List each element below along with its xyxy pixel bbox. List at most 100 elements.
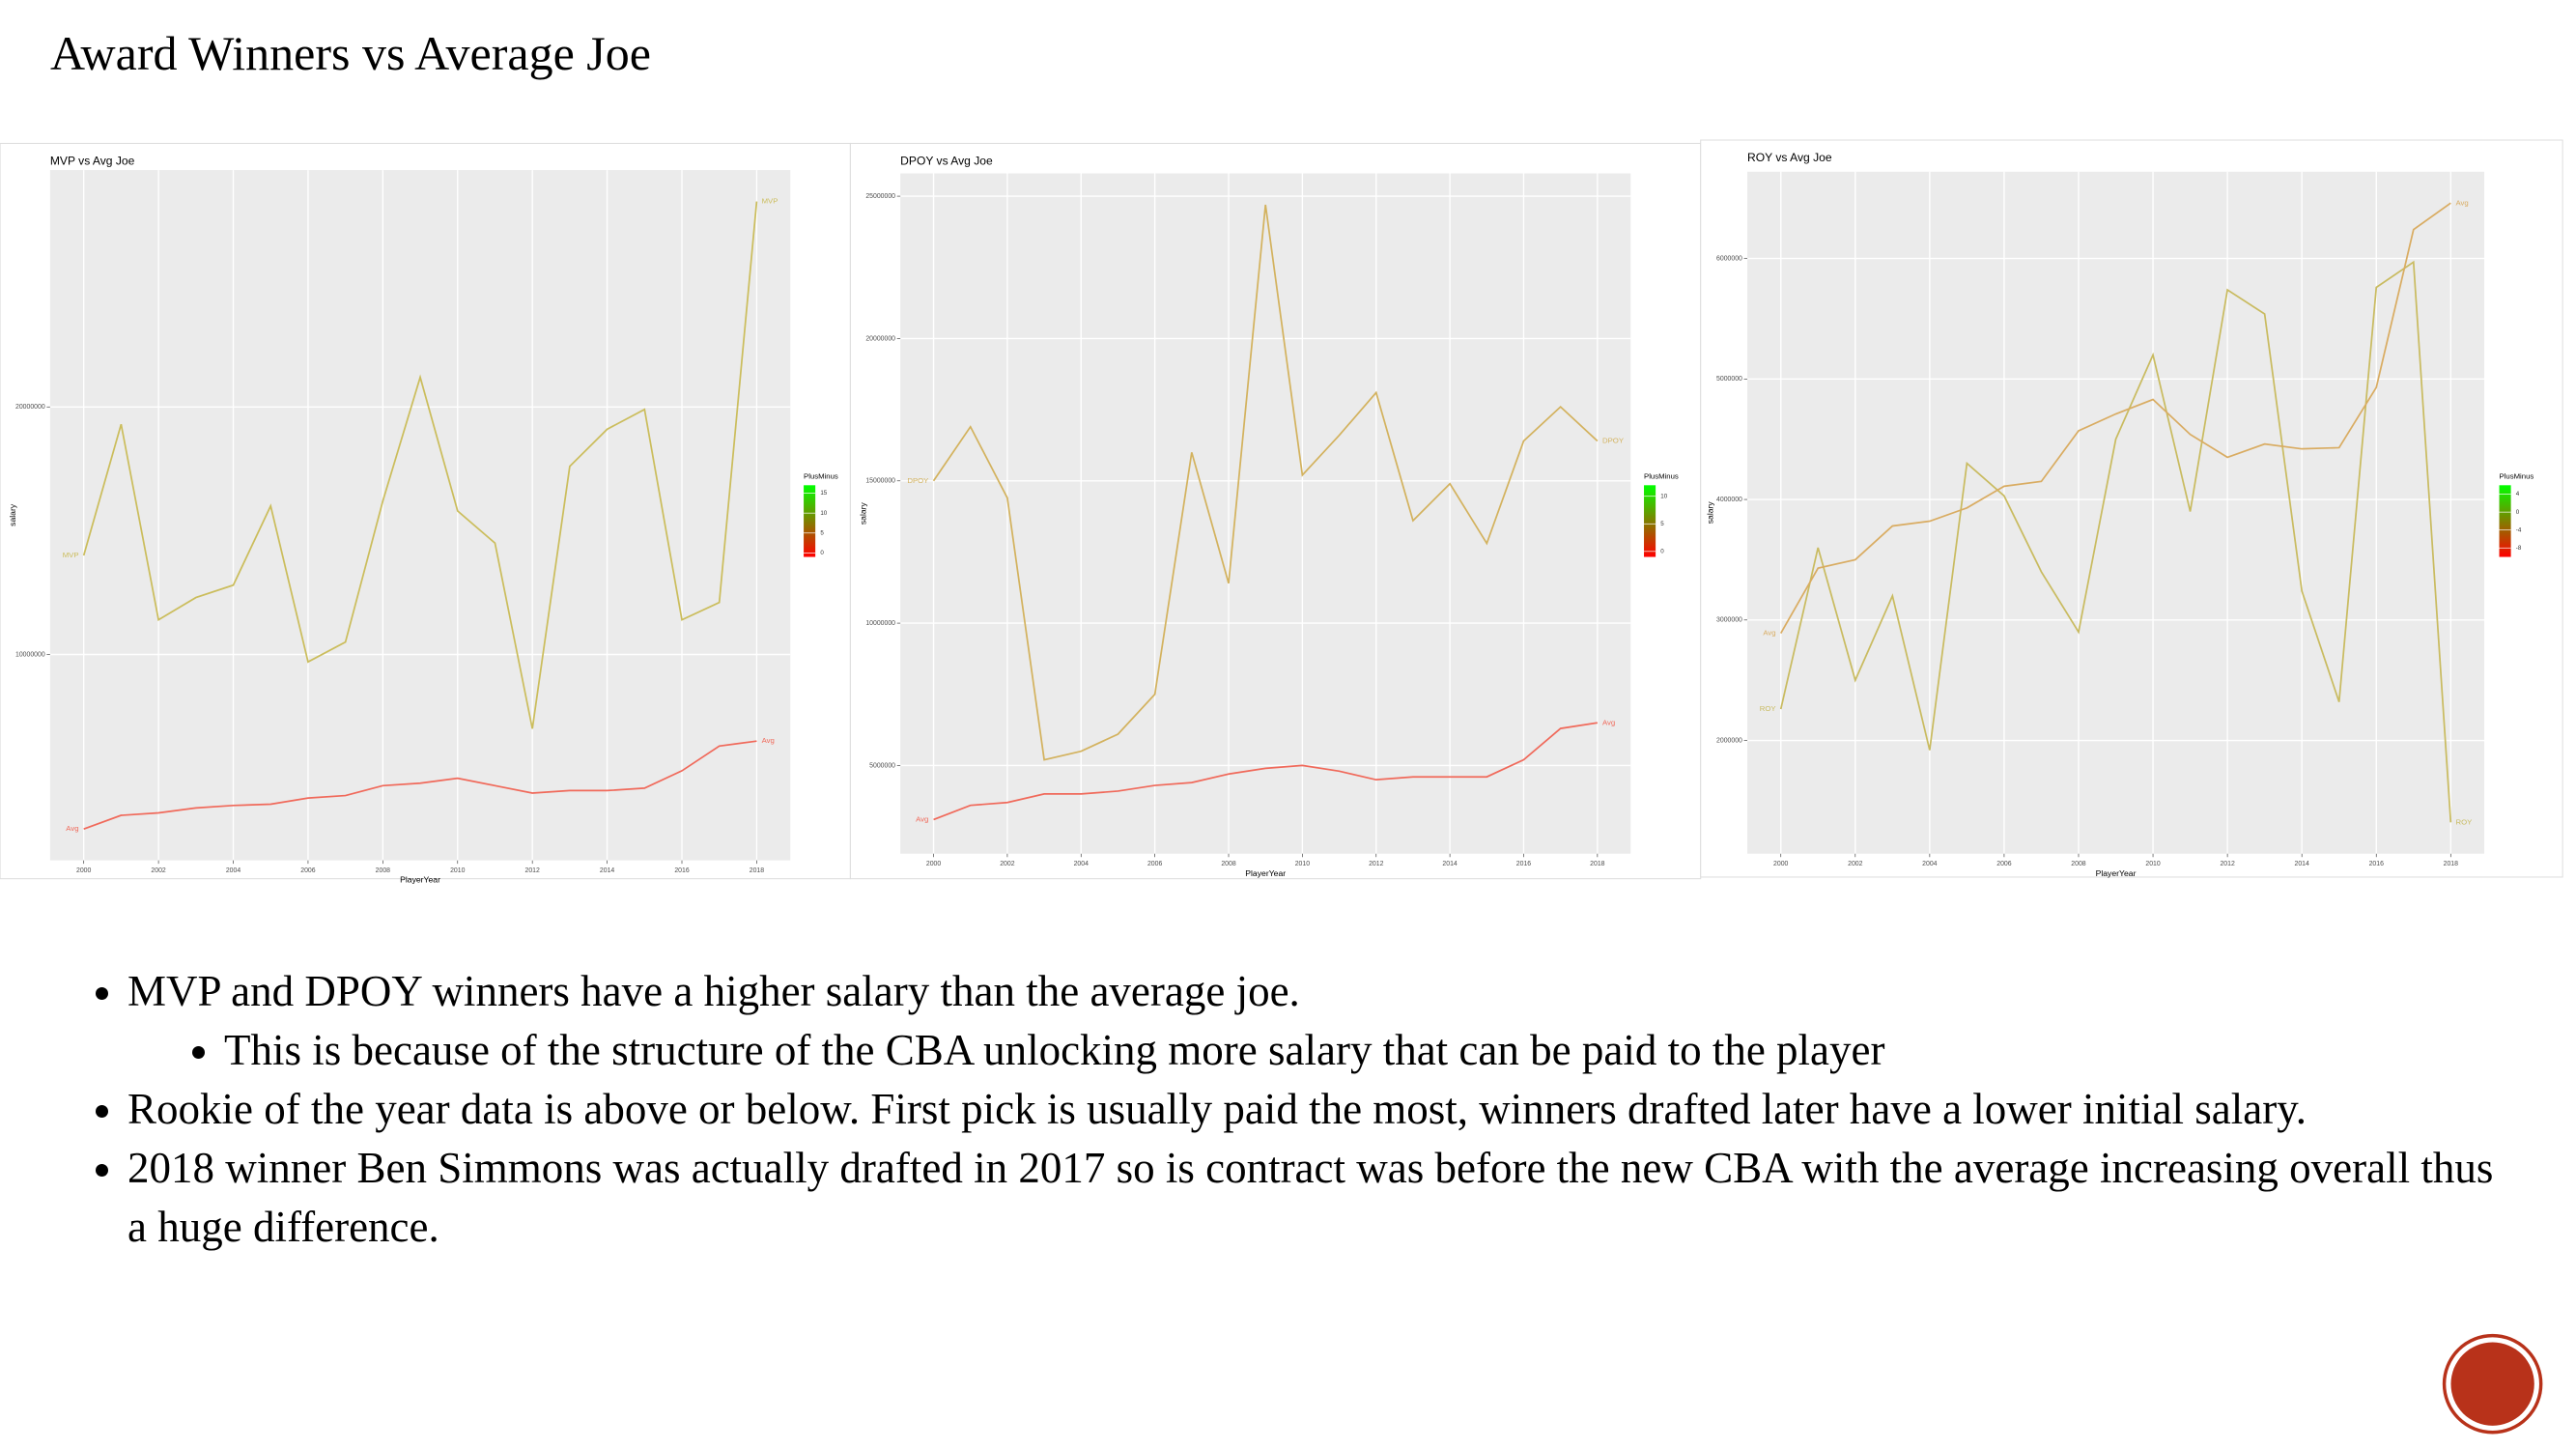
x-tick-label: 2010 <box>1295 861 1310 867</box>
series-line <box>932 204 1599 761</box>
series-label: Avg <box>2455 198 2468 207</box>
chart-title: MVP vs Avg Joe <box>50 155 135 168</box>
x-tick-label: 2010 <box>2145 861 2160 867</box>
y-axis-label: salary <box>8 503 17 526</box>
y-tick-label: 6000000 <box>1716 255 1742 262</box>
x-tick-label: 2014 <box>1442 861 1457 867</box>
bullet-text: MVP and DPOY winners have a higher salar… <box>127 967 1300 1015</box>
y-tick-label: 10000000 <box>865 620 895 627</box>
x-axis-label: PlayerYear <box>1245 868 1286 878</box>
y-tick-label: 2000000 <box>1716 737 1742 744</box>
y-axis-label: salary <box>1705 501 1714 525</box>
y-tick-label: 4000000 <box>1716 497 1742 503</box>
x-tick-label: 2004 <box>226 867 241 874</box>
x-tick-label: 2012 <box>2220 861 2234 867</box>
series-label: ROY <box>2455 817 2472 826</box>
chart-title: DPOY vs Avg Joe <box>900 155 993 168</box>
chart-title: ROY vs Avg Joe <box>1747 151 1832 164</box>
y-tick-label: 10000000 <box>15 651 45 658</box>
bullet: MVP and DPOY winners have a higher salar… <box>127 962 2513 1080</box>
colorbar-label: 10 <box>1660 493 1667 499</box>
series-label: MVP <box>63 551 79 559</box>
y-tick-label: 3000000 <box>1716 617 1742 624</box>
y-tick-label: 5000000 <box>1716 376 1742 383</box>
series-line <box>82 201 758 729</box>
x-tick-label: 2018 <box>1590 861 1604 867</box>
colorbar-label: 5 <box>1660 521 1664 527</box>
bullet-text: 2018 winner Ben Simmons was actually dra… <box>127 1144 2494 1251</box>
colorbar <box>1644 485 1656 557</box>
x-tick-label: 2016 <box>674 867 689 874</box>
x-tick-label: 2012 <box>1369 861 1383 867</box>
x-tick-label: 2008 <box>1221 861 1235 867</box>
sub-bullets: This is because of the structure of the … <box>127 1021 2513 1080</box>
x-tick-label: 2002 <box>151 867 165 874</box>
x-tick-label: 2016 <box>2369 861 2384 867</box>
y-axis-label: salary <box>858 501 867 525</box>
x-tick-label: 2002 <box>1848 861 1862 867</box>
y-tick-label: 25000000 <box>865 193 895 200</box>
y-tick-label: 20000000 <box>865 335 895 342</box>
legend-title: PlusMinus <box>2500 472 2534 481</box>
series-label: ROY <box>1760 704 1776 713</box>
x-tick-label: 2006 <box>1996 861 2011 867</box>
x-tick-label: 2016 <box>1516 861 1531 867</box>
y-tick-label: 15000000 <box>865 478 895 485</box>
series-line <box>1779 260 2452 823</box>
x-axis-label: PlayerYear <box>400 875 440 885</box>
colorbar-label: -8 <box>2516 545 2522 552</box>
x-tick-label: 2018 <box>750 867 764 874</box>
bullet-text: Rookie of the year data is above or belo… <box>127 1085 2307 1133</box>
bullets: MVP and DPOY winners have a higher salar… <box>60 962 2513 1257</box>
x-tick-label: 2012 <box>525 867 540 874</box>
x-tick-label: 2000 <box>76 867 91 874</box>
bullet: 2018 winner Ben Simmons was actually dra… <box>127 1139 2513 1257</box>
y-tick-label: 20000000 <box>15 404 45 411</box>
chart-panel: ROY vs Avg Joe 2000000 3000000 4000000 50000… <box>1700 139 2563 878</box>
series-label: DPOY <box>1602 437 1624 445</box>
legend-title: PlusMinus <box>1644 472 1679 481</box>
colorbar-label: 4 <box>2516 491 2520 497</box>
colorbar-label: 0 <box>2516 509 2520 516</box>
colorbar-label: 15 <box>820 490 827 497</box>
sub-bullet: This is because of the structure of the … <box>224 1021 2513 1080</box>
x-axis-label: PlayerYear <box>2096 868 2137 878</box>
bullet: Rookie of the year data is above or belo… <box>127 1080 2513 1139</box>
colorbar-label: 0 <box>1660 548 1664 554</box>
x-tick-label: 2006 <box>300 867 315 874</box>
series-label: Avg <box>1602 718 1615 726</box>
series-label: Avg <box>66 824 78 833</box>
series-label: Avg <box>762 736 775 745</box>
x-tick-label: 2002 <box>1000 861 1014 867</box>
y-tick-label: 5000000 <box>869 762 895 769</box>
series-line <box>1779 202 2451 634</box>
colorbar-label: 5 <box>820 529 824 536</box>
x-tick-label: 2010 <box>450 867 465 874</box>
x-tick-label: 2014 <box>600 867 614 874</box>
colorbar-label: -4 <box>2516 526 2522 533</box>
colorbar <box>2499 485 2511 557</box>
x-tick-label: 2014 <box>2295 861 2309 867</box>
x-tick-label: 2000 <box>1773 861 1788 867</box>
series-line <box>83 740 757 830</box>
chart-panel: DPOY vs Avg Joe 5000000 10000000 15000000 20… <box>849 142 1702 880</box>
series-label: Avg <box>1763 629 1775 638</box>
series-label: Avg <box>916 814 928 823</box>
legend-title: PlusMinus <box>804 472 838 481</box>
colorbar <box>804 485 816 557</box>
bullet-list: MVP and DPOY winners have a higher salar… <box>60 962 2513 1257</box>
x-tick-label: 2004 <box>1074 861 1089 867</box>
colorbar-label: 10 <box>820 510 827 517</box>
x-tick-label: 2018 <box>2444 861 2458 867</box>
logo <box>2442 1333 2543 1435</box>
x-tick-label: 2008 <box>2071 861 2085 867</box>
series-line <box>933 722 1598 821</box>
chart-panel: MVP vs Avg Joe 10000000 20000000 2000 2002 20… <box>0 142 851 885</box>
plot-background <box>900 173 1631 854</box>
plot-background <box>1747 171 2484 854</box>
x-tick-label: 2004 <box>1922 861 1937 867</box>
series-label: MVP <box>762 197 778 206</box>
x-tick-label: 2000 <box>926 861 941 867</box>
slide-title: Award Winners vs Average Joe <box>50 26 651 80</box>
